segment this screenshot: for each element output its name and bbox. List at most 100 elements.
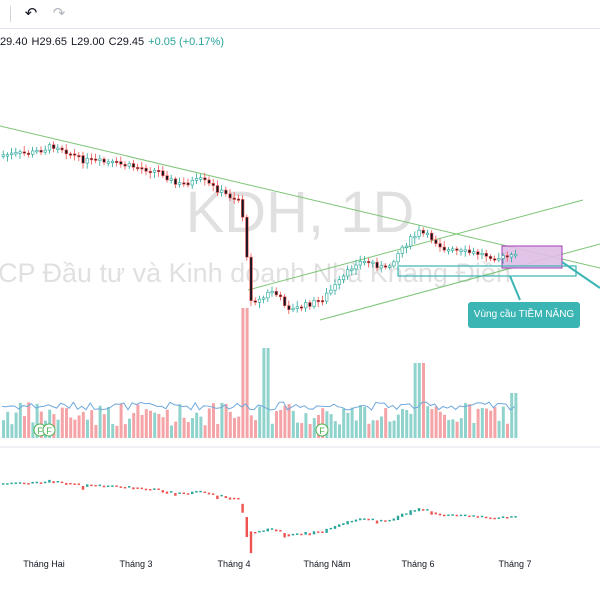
- lower-candle: [199, 490, 202, 493]
- volume-bar: [65, 408, 68, 438]
- lower-candle: [56, 480, 59, 483]
- candle: [47, 144, 52, 151]
- candle: [68, 153, 73, 156]
- svg-text:F: F: [319, 426, 325, 436]
- volume-bar: [291, 410, 295, 438]
- lower-candle: [220, 494, 223, 497]
- ohlc-legend: 29.40 H29.65 L29.00 C29.45 +0.05 (+0.17%): [0, 36, 228, 48]
- candle: [379, 265, 383, 269]
- candle: [173, 178, 178, 185]
- lower-candle: [401, 513, 404, 517]
- lower-candle: [497, 517, 500, 519]
- lower-candle: [434, 512, 437, 515]
- candle: [383, 265, 388, 268]
- lower-candle: [2, 483, 5, 485]
- undo-icon[interactable]: ↶: [24, 5, 38, 22]
- lower-candle: [207, 492, 211, 495]
- volume-bar: [140, 414, 144, 438]
- lower-candle: [73, 483, 76, 485]
- candle: [136, 167, 140, 170]
- volume-bar: [224, 403, 228, 438]
- candle: [346, 269, 350, 277]
- lower-candle: [233, 497, 236, 500]
- volume-bar: [144, 409, 148, 438]
- volume-bar: [249, 415, 253, 438]
- candle: [417, 229, 421, 237]
- lower-candle: [212, 493, 215, 495]
- lower-candle: [438, 513, 442, 516]
- candle: [438, 243, 442, 248]
- candle: [358, 261, 362, 266]
- candle: [320, 300, 325, 303]
- lower-candle: [279, 530, 282, 532]
- candle: [169, 178, 173, 181]
- lower-candle: [291, 533, 295, 536]
- candle: [459, 249, 463, 252]
- candle: [480, 252, 484, 256]
- volume-bar: [195, 412, 199, 438]
- lower-candle: [283, 533, 286, 538]
- volume-layer: [2, 308, 518, 438]
- volume-bar: [304, 413, 308, 438]
- lower-candle: [161, 490, 164, 493]
- candle: [26, 152, 31, 155]
- x-tick-label: Tháng 6: [401, 559, 434, 569]
- candle: [371, 261, 375, 264]
- volume-bar: [115, 425, 119, 438]
- toolbar-divider: [10, 6, 11, 22]
- lower-candle: [333, 526, 337, 529]
- redo-icon[interactable]: ↷: [52, 5, 66, 22]
- event-marker[interactable]: F: [315, 423, 329, 437]
- volume-bar: [216, 423, 220, 438]
- lower-candle: [65, 482, 68, 485]
- candle: [354, 264, 358, 270]
- volume-bar: [413, 363, 417, 438]
- candle: [77, 155, 81, 158]
- volume-bar: [459, 418, 463, 438]
- lower-candle: [27, 483, 30, 485]
- lower-candle: [270, 528, 274, 530]
- lower-candle: [186, 493, 190, 495]
- candle: [270, 291, 274, 294]
- volume-bar: [480, 407, 484, 438]
- candle: [14, 152, 18, 155]
- volume-bar: [191, 418, 194, 438]
- lower-candle: [10, 482, 13, 485]
- volume-bar: [69, 417, 73, 438]
- volume-bar: [18, 402, 22, 438]
- candle: [291, 307, 295, 311]
- volume-bar: [10, 424, 14, 438]
- trendline-descending[interactable]: [0, 125, 600, 269]
- candle: [56, 147, 60, 150]
- lower-candle: [165, 491, 169, 494]
- volume-bar: [333, 421, 337, 438]
- candle: [434, 239, 438, 244]
- volume-bar: [207, 408, 211, 438]
- candle: [299, 306, 304, 309]
- event-marker[interactable]: F: [42, 423, 56, 437]
- volume-bar: [220, 402, 224, 438]
- candle: [337, 279, 341, 285]
- volume-bar: [497, 420, 501, 438]
- candle: [266, 291, 270, 299]
- x-tick-label: Tháng 3: [119, 559, 152, 569]
- lower-candle: [506, 516, 509, 519]
- candle: [194, 178, 199, 181]
- lower-candle: [35, 481, 38, 484]
- demand-zone-callout[interactable]: Vùng cầu TIỀM NĂNG: [468, 302, 580, 328]
- lower-candle: [304, 531, 307, 535]
- lower-candle: [392, 518, 395, 521]
- volume-bar: [228, 411, 232, 438]
- volume-bar: [443, 414, 446, 438]
- trendline-channel-top[interactable]: [247, 199, 584, 291]
- lower-candle: [174, 492, 177, 496]
- candle: [52, 144, 56, 149]
- candle: [157, 169, 161, 173]
- lower-candle: [107, 485, 110, 488]
- volume-bar: [287, 404, 291, 438]
- volume-bar: [430, 409, 434, 438]
- lower-candle: [405, 513, 408, 515]
- candle: [442, 246, 446, 251]
- lower-candle: [90, 484, 93, 487]
